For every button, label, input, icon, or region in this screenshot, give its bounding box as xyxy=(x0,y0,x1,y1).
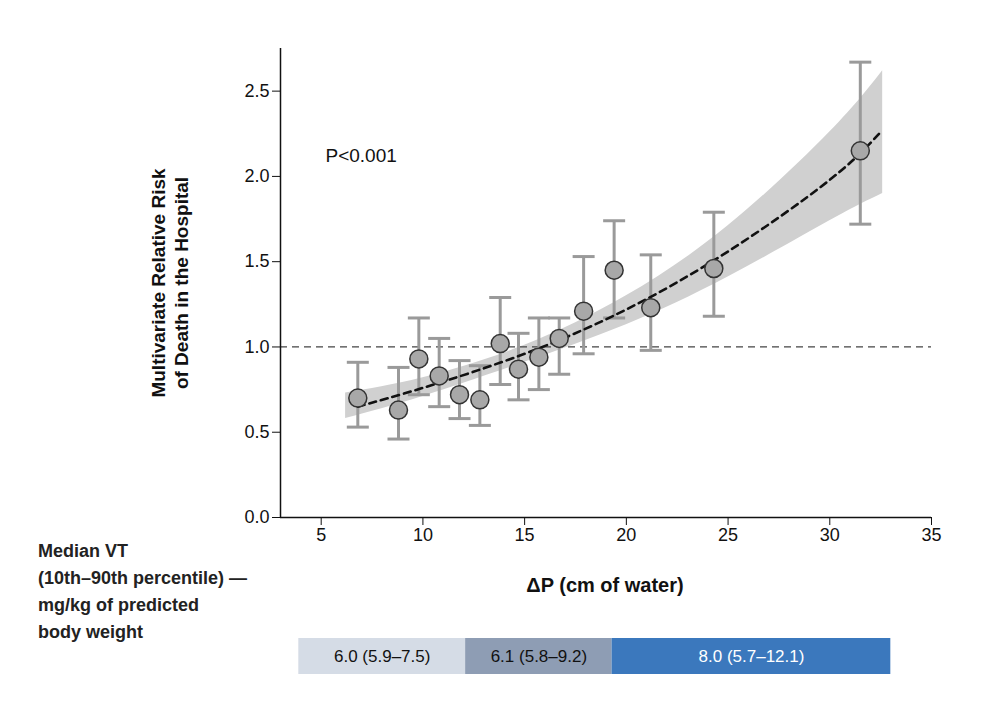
html-text:body weight: body weight xyxy=(38,622,143,642)
svg-text:0.0: 0.0 xyxy=(244,507,269,527)
svg-text:0.5: 0.5 xyxy=(244,422,269,442)
svg-text:2.5: 2.5 xyxy=(244,81,269,101)
svg-text:P<0.001: P<0.001 xyxy=(326,145,397,166)
svg-text:6.1 (5.8–9.2): 6.1 (5.8–9.2) xyxy=(491,647,587,666)
svg-text:30: 30 xyxy=(820,525,840,545)
html-text:ΔP (cm of water): ΔP (cm of water) xyxy=(526,573,684,596)
svg-text:1.0: 1.0 xyxy=(244,337,269,357)
svg-text:15: 15 xyxy=(515,525,535,545)
svg-text:8.0 (5.7–12.1): 8.0 (5.7–12.1) xyxy=(699,647,805,666)
svg-text:5: 5 xyxy=(316,525,326,545)
html-text:Median VT: Median VT xyxy=(38,541,128,561)
svg-text:1.5: 1.5 xyxy=(244,251,269,271)
html-text:(10th–90th percentile) —: (10th–90th percentile) — xyxy=(38,568,248,588)
html-text:mg/kg of predicted: mg/kg of predicted xyxy=(38,595,199,615)
svg-text:20: 20 xyxy=(616,525,636,545)
svg-text:2.0: 2.0 xyxy=(244,166,269,186)
html-text:Multivariate Relative Risk of: Multivariate Relative Risk of Death in t… xyxy=(148,168,192,398)
svg-text:25: 25 xyxy=(718,525,738,545)
svg-text:35: 35 xyxy=(921,525,941,545)
svg-text:6.0 (5.9–7.5): 6.0 (5.9–7.5) xyxy=(334,647,430,666)
svg-text:10: 10 xyxy=(413,525,433,545)
